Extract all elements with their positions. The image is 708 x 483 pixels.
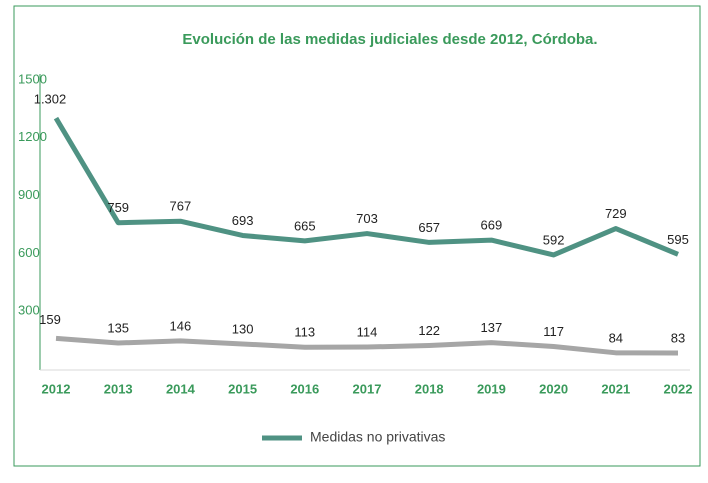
data-label: 117 — [543, 324, 564, 339]
data-label: 122 — [418, 323, 440, 338]
data-label: 137 — [481, 320, 503, 335]
series-line — [55, 335, 679, 356]
x-tick-label: 2016 — [290, 381, 319, 396]
data-label: 159 — [39, 312, 61, 327]
frame — [13, 5, 701, 467]
y-tick-label: 300 — [18, 303, 40, 318]
data-label: 767 — [170, 199, 192, 214]
data-label: 146 — [170, 318, 192, 333]
data-label: 1.302 — [34, 92, 67, 107]
data-label: 83 — [671, 330, 685, 345]
data-label: 665 — [294, 218, 316, 233]
data-label: 114 — [357, 324, 378, 339]
data-label: 703 — [356, 211, 378, 226]
y-tick-label: 1200 — [18, 129, 47, 144]
data-label: 592 — [543, 232, 565, 247]
y-tick-label: 1500 — [18, 71, 47, 86]
x-tick-label: 2022 — [664, 381, 693, 396]
x-tick-label: 2012 — [42, 381, 71, 396]
x-tick-label: 2020 — [539, 381, 568, 396]
data-label: 657 — [418, 220, 440, 235]
x-tick-label: 2013 — [104, 381, 133, 396]
data-label: 130 — [232, 321, 254, 336]
x-tick-label: 2017 — [353, 381, 382, 396]
x-tick-label: 2014 — [166, 381, 196, 396]
y-tick-label: 600 — [18, 245, 40, 260]
x-tick-label: 2021 — [601, 381, 630, 396]
x-tick-label: 2019 — [477, 381, 506, 396]
data-label: 669 — [481, 218, 503, 233]
x-tick-label: 2018 — [415, 381, 444, 396]
data-label: 113 — [294, 325, 315, 340]
data-label: 729 — [605, 206, 627, 221]
legend-label: Medidas no privativas — [310, 429, 445, 445]
x-tick-label: 2015 — [228, 381, 257, 396]
data-label: 135 — [107, 320, 129, 335]
series-line — [53, 116, 679, 258]
data-label: 595 — [667, 232, 689, 247]
chart-title: Evolución de las medidas judiciales desd… — [182, 31, 597, 48]
data-label: 693 — [232, 213, 254, 228]
data-label: 759 — [107, 200, 129, 215]
y-tick-label: 900 — [18, 187, 40, 202]
data-label: 84 — [609, 330, 623, 345]
